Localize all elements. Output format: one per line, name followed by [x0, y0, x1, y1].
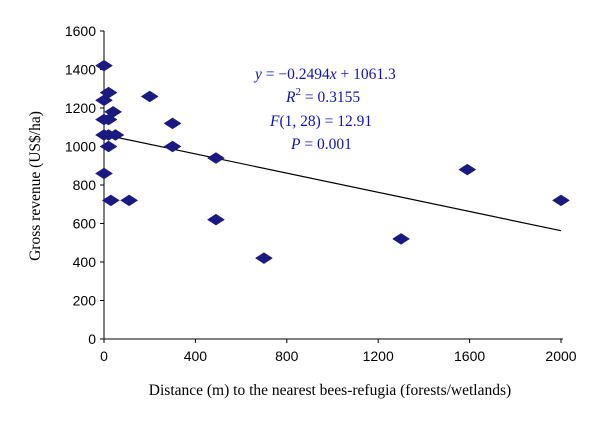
- y-tick-label: 800: [73, 177, 97, 193]
- data-point: [101, 194, 120, 207]
- data-point: [207, 213, 225, 226]
- p-value: = 0.001: [300, 136, 351, 153]
- r2-value: = 0.3155: [301, 89, 360, 106]
- data-point: [99, 140, 118, 153]
- r2-label: R: [285, 89, 296, 106]
- data-point: [95, 59, 113, 72]
- data-point: [458, 163, 477, 176]
- x-tick-label: 1600: [454, 348, 485, 364]
- r-squared-text: R2 = 0.3155: [285, 86, 360, 106]
- equation-var: x: [329, 66, 337, 83]
- y-tick-label: 400: [73, 254, 97, 270]
- y-tick-label: 0: [88, 331, 96, 347]
- data-point: [120, 194, 139, 207]
- y-tick-label: 1000: [65, 139, 96, 155]
- equation-prefix: y: [253, 66, 262, 83]
- y-tick-label: 600: [73, 216, 97, 232]
- regression-annotation: y = −0.2494x + 1061.3 R2 = 0.3155 F(1, 2…: [253, 66, 396, 153]
- x-tick-label: 1200: [363, 348, 394, 364]
- p-value-text: P = 0.001: [290, 136, 352, 153]
- trend-line: [103, 134, 562, 232]
- plot-area: 0 200 400 600 800 1000 1200 1400 1600 0 400 800 120…: [65, 23, 577, 364]
- p-label: P: [290, 136, 301, 153]
- y-tick-label: 1200: [65, 100, 96, 116]
- x-axis-ticks: 0 400 800 1200 1600 2000: [100, 339, 577, 364]
- f-value: (1, 28) = 12.91: [279, 113, 372, 130]
- data-point: [254, 252, 273, 264]
- f-statistic-text: F(1, 28) = 12.91: [269, 113, 372, 130]
- equation-text: y = −0.2494x + 1061.3: [253, 66, 396, 83]
- y-axis-title: Gross revenue (US$/ha): [27, 111, 44, 261]
- data-point: [140, 90, 159, 103]
- data-point: [207, 152, 225, 164]
- equation-suffix: + 1061.3: [337, 66, 396, 83]
- y-axis-ticks: 0 200 400 600 800 1000 1200 1400 1600: [65, 23, 104, 347]
- data-point: [163, 117, 182, 130]
- y-tick-label: 1600: [65, 23, 96, 39]
- data-point: [106, 129, 125, 141]
- x-tick-label: 400: [184, 348, 208, 364]
- data-point: [104, 106, 123, 118]
- x-tick-label: 0: [100, 348, 108, 364]
- data-point: [163, 140, 182, 153]
- x-tick-label: 800: [275, 348, 299, 364]
- data-points: [95, 59, 570, 264]
- equation-value: = −0.2494: [262, 66, 330, 83]
- r2-superscript: 2: [295, 86, 301, 98]
- y-tick-label: 200: [73, 293, 97, 309]
- x-axis-title: Distance (m) to the nearest bees-refugia…: [149, 382, 511, 399]
- x-tick-label: 2000: [545, 348, 576, 364]
- y-tick-label: 1400: [65, 62, 96, 78]
- data-point: [392, 233, 411, 245]
- data-point: [99, 86, 118, 99]
- data-point: [552, 194, 570, 207]
- f-label: F: [269, 113, 280, 130]
- data-point: [95, 167, 113, 180]
